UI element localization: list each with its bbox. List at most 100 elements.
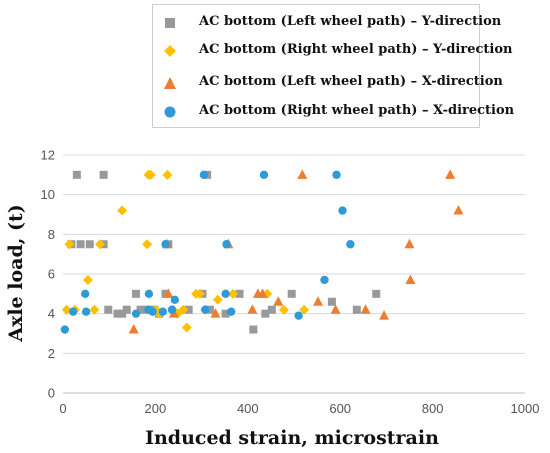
- data-point-diamond: [142, 239, 153, 250]
- data-point-square: [287, 289, 296, 298]
- data-point-triangle: [405, 274, 416, 284]
- data-point-diamond: [64, 239, 75, 250]
- data-point-square: [72, 170, 81, 179]
- data-point-circle: [226, 307, 236, 316]
- data-point-triangle: [360, 304, 371, 314]
- x-tick-label: 200: [145, 401, 167, 416]
- data-point-square: [235, 289, 244, 298]
- data-point-diamond: [299, 304, 310, 315]
- gridlines: [63, 154, 525, 354]
- data-point-square: [113, 309, 122, 318]
- legend: AC bottom (Left wheel path) – Y-directio…: [152, 4, 514, 128]
- legend-diamond-marker: [164, 45, 176, 57]
- data-point-triangle: [247, 304, 258, 314]
- data-point-square: [104, 305, 113, 314]
- x-tick-label: 0: [59, 401, 66, 416]
- y-tick-label: 8: [48, 227, 55, 242]
- data-point-circle: [221, 289, 230, 299]
- data-point-diamond: [94, 239, 105, 250]
- x-tick-label: 400: [237, 401, 259, 416]
- data-point-square: [184, 305, 193, 314]
- data-point-circle: [294, 311, 303, 320]
- data-point-triangle: [273, 296, 284, 306]
- data-point-square: [99, 170, 108, 179]
- data-point-triangle: [330, 304, 341, 314]
- series-circle: [60, 170, 355, 334]
- data-point-square: [118, 309, 127, 318]
- data-point-square: [327, 297, 336, 306]
- y-tick-label: 4: [48, 306, 55, 321]
- x-tick-label: 600: [329, 401, 351, 416]
- data-point-square: [136, 305, 145, 314]
- data-point-triangle: [313, 296, 324, 306]
- data-point-circle: [68, 307, 78, 316]
- tick-labels: 0 2 4 6 8 10 12 0 200 400 600 800 1000: [41, 148, 540, 417]
- data-point-square: [122, 305, 131, 314]
- data-point-triangle: [379, 310, 390, 320]
- data-point-circle: [161, 240, 170, 249]
- y-tick-label: 10: [41, 187, 55, 202]
- data-point-square: [221, 309, 230, 318]
- data-point-circle: [60, 325, 70, 334]
- legend-label: AC bottom (Right wheel path) – Y-directi…: [199, 42, 513, 57]
- legend-circle-marker: [164, 106, 176, 118]
- series-triangle: [128, 169, 464, 334]
- x-tick-label: 1000: [511, 401, 540, 416]
- data-point-diamond: [181, 322, 192, 333]
- data-point-triangle: [297, 169, 308, 179]
- data-point-circle: [320, 275, 329, 285]
- y-tick-label: 0: [48, 386, 55, 401]
- data-point-square: [261, 309, 270, 318]
- y-tick-label: 12: [41, 148, 55, 163]
- data-point-triangle: [453, 205, 464, 215]
- data-point-triangle: [128, 324, 139, 334]
- data-point-square: [85, 240, 94, 249]
- data-point-diamond: [162, 169, 173, 180]
- legend-label: AC bottom (Right wheel path) – X-directi…: [199, 103, 515, 118]
- data-point-diamond: [89, 304, 100, 315]
- data-point-circle: [148, 307, 157, 316]
- data-point-diamond: [145, 169, 156, 180]
- legend-label: AC bottom (Left wheel path) – Y-directio…: [199, 14, 502, 29]
- y-axis-title: Axle load, (t): [5, 204, 27, 342]
- data-point-diamond: [212, 294, 223, 305]
- legend-square-marker: [165, 18, 175, 28]
- x-axis-title: Induced strain, microstrain: [145, 427, 439, 449]
- data-point-triangle: [445, 169, 456, 179]
- data-point-circle: [332, 170, 341, 180]
- data-point-triangle: [257, 288, 268, 298]
- legend-item-left-y: AC bottom (Left wheel path) – Y-directio…: [153, 13, 501, 33]
- legend-item-right-y: AC bottom (Right wheel path) – Y-directi…: [153, 41, 512, 61]
- data-point-circle: [131, 309, 141, 318]
- data-point-diamond: [82, 274, 93, 285]
- data-point-circle: [338, 206, 347, 215]
- data-point-triangle: [404, 238, 415, 249]
- data-point-diamond: [194, 288, 205, 299]
- y-tick-label: 6: [48, 267, 55, 282]
- y-tick-label: 2: [48, 346, 55, 361]
- data-point-triangle: [163, 288, 174, 298]
- x-tick-label: 800: [422, 401, 444, 416]
- legend-item-left-x: AC bottom (Left wheel path) – X-directio…: [153, 73, 503, 93]
- data-point-diamond: [278, 304, 289, 315]
- data-point-square: [267, 305, 276, 314]
- data-point-triangle: [210, 308, 221, 318]
- legend-label: AC bottom (Left wheel path) – X-directio…: [199, 74, 503, 89]
- data-point-square: [249, 325, 258, 334]
- data-point-circle: [201, 305, 210, 314]
- data-point-square: [352, 305, 361, 314]
- data-point-circle: [170, 295, 180, 304]
- legend-triangle-marker: [164, 77, 176, 89]
- data-point-circle: [167, 305, 177, 314]
- data-point-circle: [222, 240, 231, 249]
- data-point-circle: [158, 307, 167, 316]
- data-point-circle: [144, 289, 154, 299]
- legend-item-right-x: AC bottom (Right wheel path) – X-directi…: [153, 102, 514, 122]
- data-point-square: [372, 289, 381, 298]
- data-points: [60, 169, 464, 334]
- data-point-circle: [259, 170, 269, 180]
- data-point-square: [76, 240, 85, 249]
- data-point-square: [131, 289, 140, 298]
- data-point-circle: [199, 170, 209, 180]
